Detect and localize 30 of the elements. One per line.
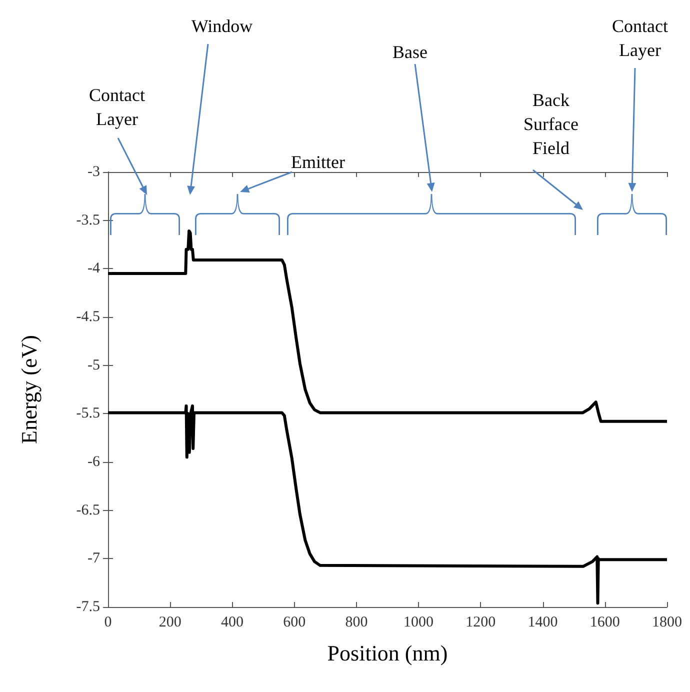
text: Window: [191, 16, 253, 36]
y-axis-title: Energy (eV): [16, 335, 42, 444]
x-tick-label: 1600: [590, 614, 620, 630]
x-tick-label: 800: [345, 614, 368, 630]
x-tick-label: 0: [104, 614, 112, 630]
y-tick-label: -3: [88, 164, 100, 180]
y-tick-label: -7: [88, 550, 100, 567]
line-series: [106, 404, 668, 605]
y-tick-label: -4.5: [76, 309, 100, 325]
x-axis-title: Position (nm): [327, 640, 448, 666]
x-tick-label: 1200: [466, 614, 496, 630]
x-tick-label: 400: [220, 614, 244, 630]
y-tick-label: -6: [88, 454, 100, 470]
text: Back Surface Field: [524, 90, 578, 158]
x-tick-label: 1400: [528, 614, 558, 630]
y-tick-label: -5.5: [76, 406, 100, 422]
y-tick-label: -4: [88, 260, 100, 277]
x-tick-label: 1800: [652, 614, 682, 630]
y-tick-label: -6.5: [76, 502, 100, 518]
text: Base: [392, 42, 428, 62]
y-tick-label: -7.5: [76, 599, 100, 615]
line-series: [106, 229, 668, 423]
x-tick-label: 600: [283, 614, 306, 630]
y-tick-label: -5: [88, 357, 100, 374]
text: Contact Layer: [612, 16, 668, 60]
text: Emitter: [291, 152, 345, 172]
x-tick-label: 1000: [404, 614, 434, 630]
x-tick-label: 200: [158, 614, 182, 630]
y-tick-label: -3.5: [76, 212, 100, 228]
text: Contact Layer: [89, 85, 145, 129]
